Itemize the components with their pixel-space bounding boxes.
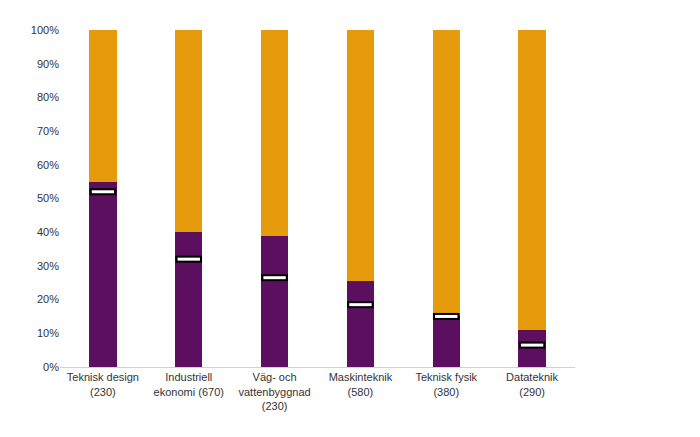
svg-text:Teknisk design(230): Teknisk design(230): [67, 371, 139, 397]
svg-text:100%: 100%: [31, 24, 59, 36]
svg-text:60%: 60%: [37, 159, 59, 171]
svg-text:70%: 70%: [37, 125, 59, 137]
svg-text:20%: 20%: [37, 293, 59, 305]
svg-text:Teknisk fysik(380): Teknisk fysik(380): [415, 371, 477, 397]
svg-text:50%: 50%: [37, 192, 59, 204]
svg-text:Industriellekonomi (670): Industriellekonomi (670): [154, 371, 224, 397]
svg-text:Väg- ochvattenbyggnad(230): Väg- ochvattenbyggnad(230): [238, 371, 310, 412]
svg-text:80%: 80%: [37, 91, 59, 103]
svg-text:30%: 30%: [37, 260, 59, 272]
svg-text:40%: 40%: [37, 226, 59, 238]
svg-text:Maskinteknik(580): Maskinteknik(580): [329, 371, 393, 397]
svg-text:10%: 10%: [37, 327, 59, 339]
svg-text:Datateknik(290): Datateknik(290): [506, 371, 558, 397]
svg-text:0%: 0%: [43, 361, 59, 373]
svg-text:90%: 90%: [37, 58, 59, 70]
